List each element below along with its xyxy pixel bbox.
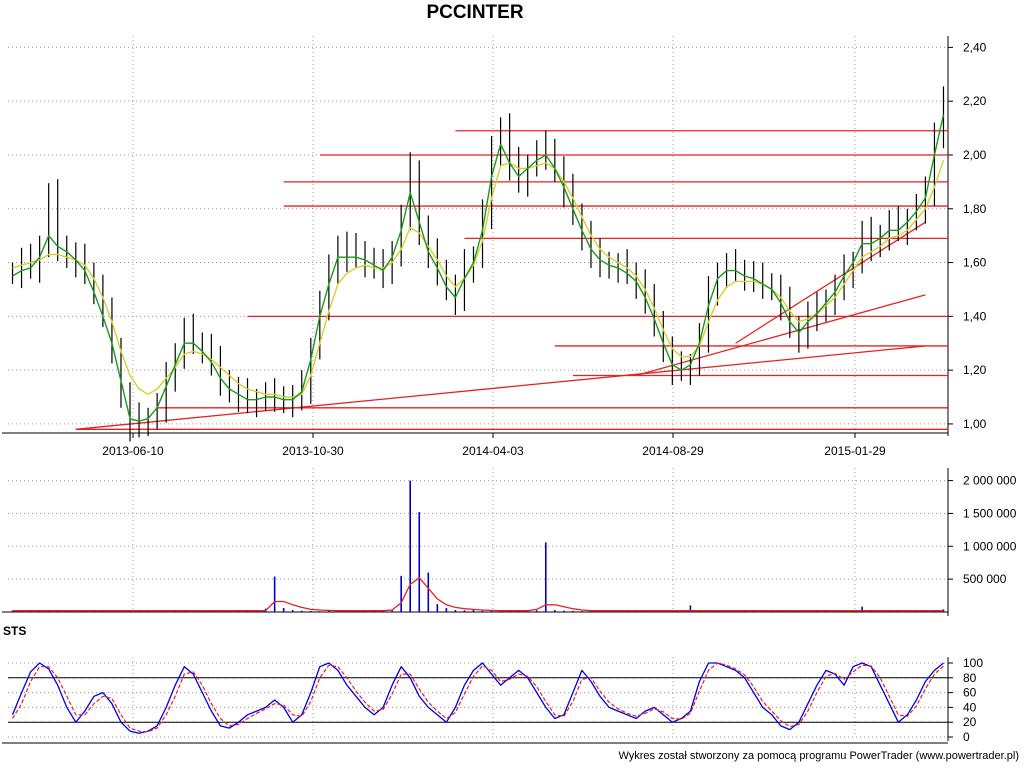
trend-line <box>75 345 926 430</box>
sts-y-tick-label: 40 <box>963 700 977 714</box>
price-y-tick-label: 2,00 <box>963 148 987 162</box>
sts-y-tick-label: 0 <box>963 730 970 744</box>
fast-ma-line <box>12 114 945 422</box>
volume-y-tick-label: 2 000 000 <box>963 474 1017 488</box>
sts-y-tick-label: 20 <box>963 715 977 729</box>
price-x-tick-label: 2013-10-30 <box>282 444 344 458</box>
sts-k-line <box>11 662 944 734</box>
price-x-tick-label: 2013-06-10 <box>102 444 164 458</box>
sts-y-tick-label: 60 <box>963 686 977 700</box>
volume-y-tick-label: 500 000 <box>963 572 1007 586</box>
price-x-tick-label: 2014-08-29 <box>642 444 704 458</box>
footer-credit: Wykres został stworzony za pomocą progra… <box>618 750 1019 762</box>
price-y-tick-label: 1,20 <box>963 363 987 377</box>
price-y-tick-label: 2,20 <box>963 94 987 108</box>
price-x-tick-label: 2014-04-03 <box>462 444 524 458</box>
price-y-tick-label: 1,60 <box>963 256 987 270</box>
sts-y-tick-label: 80 <box>963 671 977 685</box>
price-y-tick-label: 1,40 <box>963 309 987 323</box>
trend-line <box>735 221 926 344</box>
volume-average-line <box>12 576 944 612</box>
price-y-tick-label: 2,40 <box>963 40 987 54</box>
sts-d-line <box>11 662 944 733</box>
sts-y-tick-label: 100 <box>963 656 983 670</box>
price-y-tick-label: 1,80 <box>963 202 987 216</box>
price-y-tick-label: 1,00 <box>963 417 987 431</box>
sts-panel-title: STS <box>3 624 27 638</box>
trend-line <box>635 294 926 377</box>
volume-y-tick-label: 1 000 000 <box>963 539 1017 553</box>
price-x-tick-label: 2015-01-29 <box>824 444 886 458</box>
volume-y-tick-label: 1 500 000 <box>963 506 1017 520</box>
slow-ma-line <box>12 160 945 398</box>
chart-title: PCCINTER <box>426 2 524 23</box>
